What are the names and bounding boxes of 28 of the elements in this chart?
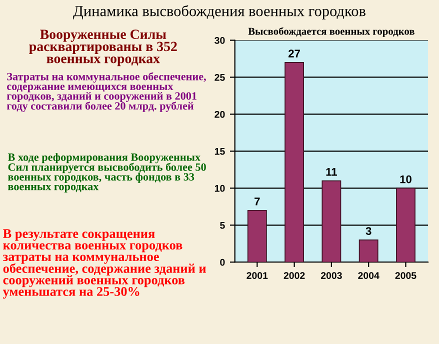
y-tick-label: 30: [214, 36, 225, 44]
text: В ходе реформирования Вооруженных Сил планируется высвободить более 50 военных городков, часть фондов в 33 военных городках: [8, 153, 206, 193]
y-tick-label: 20: [214, 110, 225, 118]
x-tick-label: 2005: [395, 272, 416, 279]
y-tick-label: 0: [220, 258, 225, 266]
x-tick-label: 2002: [284, 272, 305, 279]
data-label: 27: [288, 50, 300, 58]
chart-title: Динамика высвобождения военных городков: [73, 5, 366, 20]
x-tick-label: 2003: [320, 272, 342, 280]
data-label: 10: [400, 175, 412, 184]
data-label: 11: [326, 168, 338, 176]
chart-subtitle: Высвобождается военных городков: [248, 27, 414, 37]
bar: [358, 240, 378, 262]
data-label: 7: [254, 198, 260, 206]
data-label: 3: [366, 227, 372, 235]
bar: [396, 188, 416, 262]
text: Вооруженные Силы расквартированы в 352 военных городках: [29, 30, 177, 66]
bar: [284, 62, 304, 262]
y-tick-label: 5: [220, 222, 225, 229]
y-tick-label: 25: [214, 74, 225, 81]
text: Затраты на коммунальное обеспечение, содержание имеющихся военных городков, зданий и сооружений в 2001 году составили более 20 млрд. рублей: [6, 72, 206, 112]
x-tick-label: 2004: [358, 272, 380, 279]
y-tick-label: 15: [214, 148, 225, 155]
y-tick-label: 10: [214, 184, 225, 192]
bar: [322, 180, 342, 262]
text: В результате сокращения количества военных городков затраты на коммунальное обеспечение, содержание зданий и сооружений военных городков уменьшатся на 25-30%: [2, 229, 206, 299]
x-tick-label: 2001: [246, 272, 268, 279]
bar: [247, 210, 267, 262]
